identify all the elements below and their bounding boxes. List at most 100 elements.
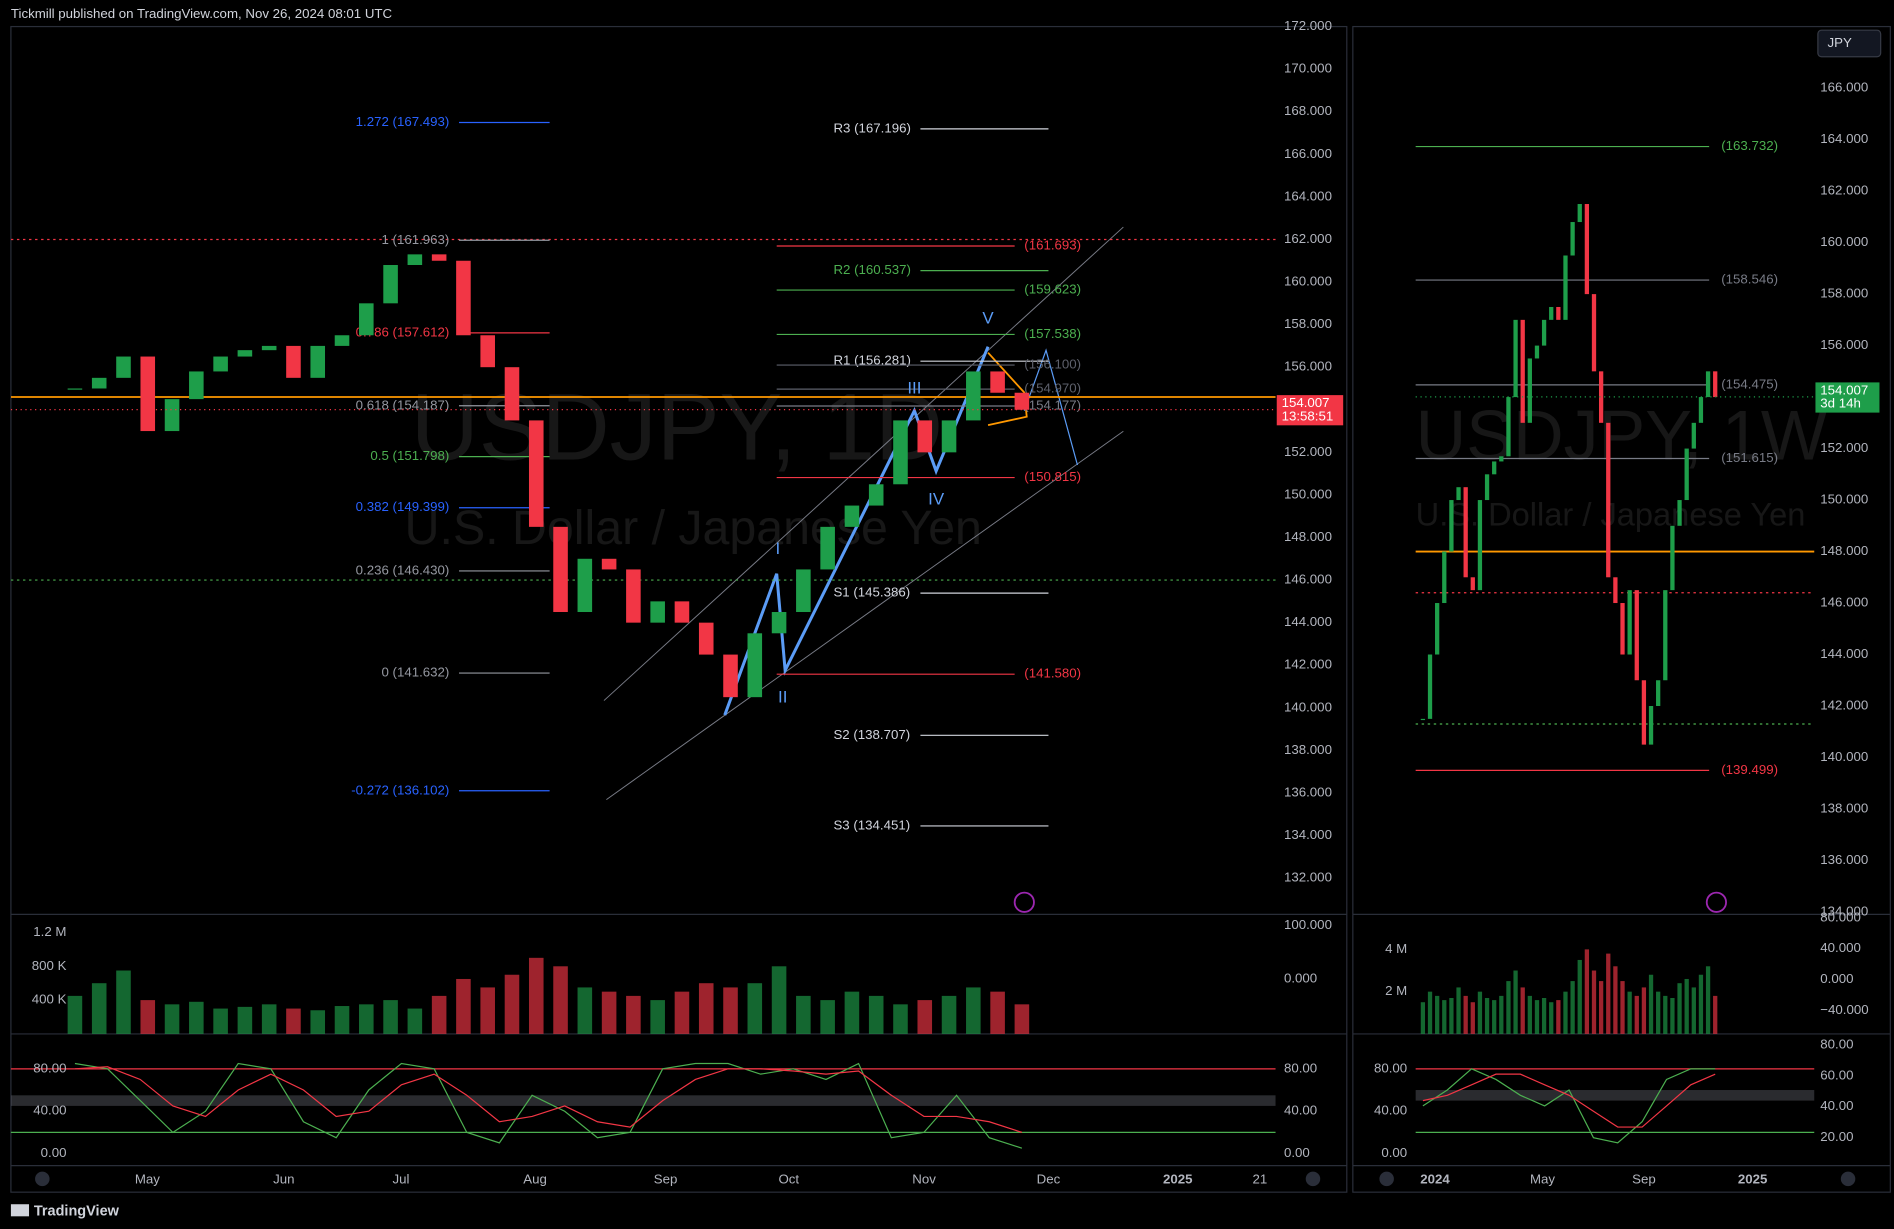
y-tick-label: 134.000 [1284,827,1332,842]
candle [1684,448,1689,501]
volume-bar [1713,995,1718,1034]
x-tick-label: Nov [912,1172,936,1187]
level-label: 1.272 (167.493) [356,114,450,129]
price-tag-label: 154.007 [1282,395,1330,410]
x-tick-label: May [135,1172,160,1187]
volume-bar [1648,974,1654,1034]
candle [650,601,665,623]
volume-bar [1492,1000,1497,1034]
oscillator-tick-label: 40.000 [1820,940,1861,955]
auto-button[interactable] [1840,1171,1856,1187]
volume-tick-label: 4 M [1385,941,1407,956]
candle [261,345,277,351]
volume-bar [601,991,617,1034]
level-label: -0.272 (136.102) [351,782,449,797]
y-tick-label: 140.000 [1284,699,1332,714]
publish-header: Tickmill published on TradingView.com, N… [11,6,393,21]
candle [504,367,520,421]
x-tick-label: Sep [654,1172,678,1187]
volume-bar [1014,1004,1030,1034]
candle [1677,500,1682,526]
stoch-tick-label: 0.00 [41,1145,67,1160]
candle [431,254,447,261]
candle [1591,294,1597,372]
level-label: S3 (134.451) [833,817,910,832]
volume-bar [1442,1000,1447,1034]
y-tick-label: 150.000 [1284,486,1332,501]
volume-bar [407,1008,423,1034]
event-icon[interactable] [1705,891,1727,913]
volume-bar [820,1000,835,1034]
watermark-symbol: USDJPY, 1W [1416,396,1827,474]
x-tick-label: 21 [1252,1172,1267,1187]
candle [1449,500,1454,552]
event-icon[interactable] [1013,891,1035,913]
level-label: 0.5 (151.798) [370,448,449,463]
oscillator-tick-label: 80.000 [1820,909,1861,924]
volume-bar [1606,953,1611,1034]
candle [1698,397,1704,423]
candle [383,265,398,304]
candle [1442,551,1447,604]
y-tick-label: 150.000 [1820,492,1868,507]
y-tick-label: 158.000 [1820,286,1868,301]
volume-bar [1520,987,1525,1034]
level-label: 0 (141.632) [382,665,450,680]
candle [1541,319,1547,346]
candle [91,377,107,389]
candle [844,505,860,527]
level-label: (154.177) [1024,398,1081,413]
candle [698,622,714,655]
y-tick-label: 134.000 [1820,903,1868,918]
volume-bar [189,1001,204,1034]
candle [796,569,811,613]
volume-bar [1663,995,1668,1034]
level-label: (151.615) [1721,450,1778,465]
oscillator-tick-label: −40.000 [1820,1002,1868,1017]
volume-bar [1549,1002,1554,1034]
candle [528,420,544,527]
candle [1477,500,1483,591]
volume-bar [1534,1000,1540,1034]
volume-bar [917,1000,933,1034]
candle [1420,718,1426,721]
symbol-tab[interactable] [1817,29,1882,58]
candle [1705,371,1711,398]
y-tick-label: 152.000 [1820,440,1868,455]
zoom-button[interactable] [35,1171,50,1187]
auto-button[interactable] [1305,1171,1321,1187]
volume-bar [1620,981,1625,1034]
plot-area: (163.732) (158.546) (154.475) (151.615) (139… [1415,138,1815,777]
x-tick-label: 2025 [1163,1172,1193,1187]
candle [1527,358,1532,423]
candle [893,420,908,485]
zoom-button[interactable] [1379,1171,1394,1187]
candle [1670,525,1675,591]
wave-label: II [778,688,787,707]
candle [237,350,253,357]
countdown-label: 13:58:51 [1282,408,1334,423]
volume-bar [334,1006,350,1034]
x-tick-label: Aug [523,1172,547,1187]
volume-bar [1641,987,1647,1034]
stoch-line [1422,1073,1716,1128]
symbol-tab-label[interactable]: JPY [1828,35,1852,50]
stoch-tick-label: 40.00 [1284,1103,1317,1118]
level-label: 0.786 (157.612) [356,324,450,339]
stoch-tick-label: 40.00 [1820,1098,1853,1113]
y-tick-label: 144.000 [1820,646,1868,661]
volume-bar [1484,997,1490,1034]
candle [1563,255,1568,320]
volume-bar [868,995,884,1034]
candle [1427,654,1433,719]
volume-bar [237,1006,253,1034]
level-label: (154.475) [1721,376,1778,391]
y-tick-label: 164.000 [1820,131,1868,146]
level-label: 0.236 (146.430) [356,562,450,577]
volume-bar [116,970,131,1034]
candle [1470,577,1475,591]
candle [1584,204,1590,295]
y-tick-label: 164.000 [1284,188,1332,203]
wave-label: IV [928,490,945,509]
y-tick-label: 138.000 [1820,800,1868,815]
